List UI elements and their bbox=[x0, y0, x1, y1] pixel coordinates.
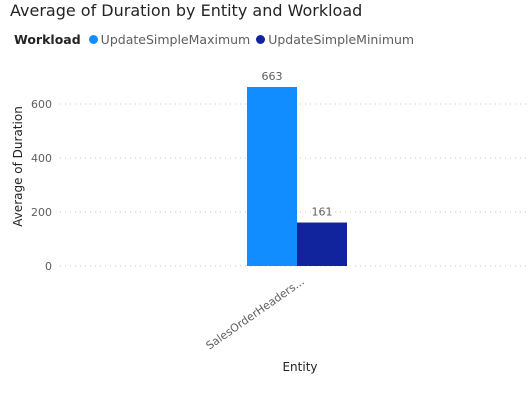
data-label-updatesimplemaximum: 663 bbox=[262, 70, 283, 83]
bar-updatesimpleminimum bbox=[297, 222, 347, 266]
bar-updatesimplemaximum bbox=[247, 87, 297, 266]
y-axis-title: Average of Duration bbox=[11, 106, 25, 227]
legend-marker-update-simple-maximum bbox=[88, 35, 98, 44]
legend-item-update-simple-minimum[interactable]: UpdateSimpleMinimum bbox=[256, 32, 414, 47]
data-label-updatesimpleminimum: 161 bbox=[312, 206, 333, 219]
legend-title: Workload bbox=[14, 32, 81, 47]
legend-label-update-simple-maximum: UpdateSimpleMaximum bbox=[100, 32, 251, 47]
y-tick-label-0: 0 bbox=[45, 260, 52, 273]
legend-item-update-simple-maximum[interactable]: UpdateSimpleMaximum bbox=[88, 32, 251, 47]
chart-title: Average of Duration by Entity and Worklo… bbox=[10, 1, 363, 20]
legend-label-update-simple-minimum: UpdateSimpleMinimum bbox=[268, 32, 415, 47]
legend: Workload UpdateSimpleMaximum UpdateSimpl… bbox=[14, 32, 420, 47]
legend-marker-update-simple-minimum bbox=[256, 35, 266, 44]
y-tick-label-600: 600 bbox=[31, 98, 52, 111]
y-tick-label-200: 200 bbox=[31, 206, 52, 219]
x-axis-title: Entity bbox=[282, 360, 317, 374]
y-tick-label-400: 400 bbox=[31, 152, 52, 165]
x-tick-label: SalesOrderHeaders... bbox=[204, 275, 307, 353]
